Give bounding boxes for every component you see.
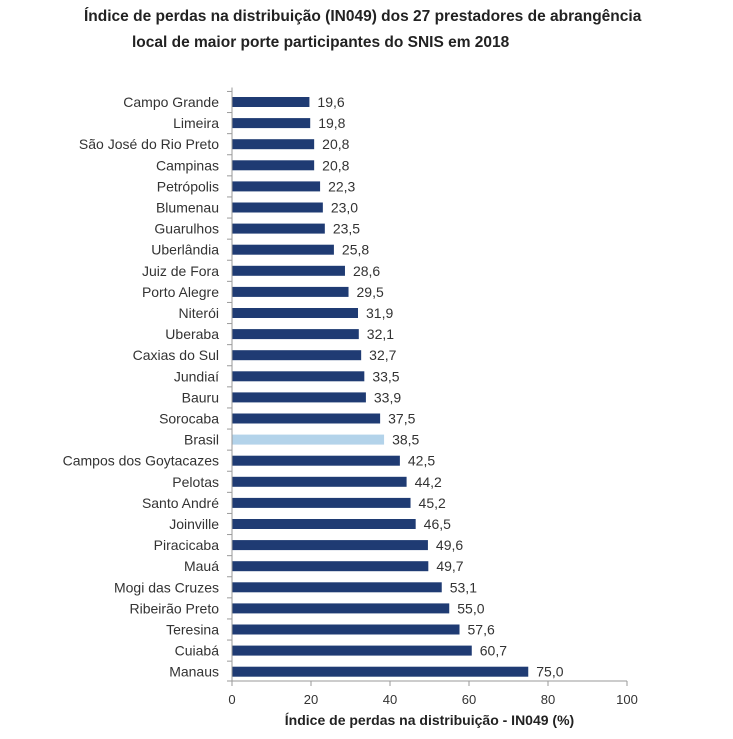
category-label: Caxias do Sul <box>133 347 219 363</box>
bar <box>232 265 345 276</box>
data-label: 45,2 <box>419 495 446 511</box>
category-label: Porto Alegre <box>142 284 219 300</box>
data-label: 33,9 <box>374 389 401 405</box>
data-label: 23,5 <box>333 221 360 237</box>
category-label: Brasil <box>184 432 219 448</box>
bar <box>232 455 400 466</box>
data-label: 44,2 <box>415 474 442 490</box>
data-label: 53,1 <box>450 579 477 595</box>
x-tick-label: 60 <box>462 692 476 707</box>
data-label: 25,8 <box>342 242 369 258</box>
category-label: Uberlândia <box>151 242 219 258</box>
category-label: Niterói <box>179 305 219 321</box>
category-label: Juiz de Fora <box>142 263 219 279</box>
category-label: Mogi das Cruzes <box>114 579 219 595</box>
category-label: Campo Grande <box>123 94 219 110</box>
bar <box>232 371 365 382</box>
data-label: 31,9 <box>366 305 393 321</box>
bar <box>232 97 310 107</box>
category-label: Bauru <box>182 389 219 405</box>
bar <box>232 540 428 551</box>
data-label: 60,7 <box>480 643 507 659</box>
bar <box>232 118 311 129</box>
category-label: Jundiaí <box>174 368 219 384</box>
data-label: 22,3 <box>328 178 355 194</box>
data-label: 20,8 <box>322 157 349 173</box>
data-label: 23,0 <box>331 200 358 216</box>
category-label: Cuiabá <box>175 643 220 659</box>
bar <box>232 244 334 255</box>
bar <box>232 223 325 234</box>
data-label: 38,5 <box>392 432 419 448</box>
bar <box>232 497 411 508</box>
data-label: 55,0 <box>457 600 484 616</box>
category-label: Uberaba <box>165 326 219 342</box>
category-label: Petrópolis <box>157 178 219 194</box>
category-label: Mauá <box>184 558 219 574</box>
category-label: Piracicaba <box>154 537 220 553</box>
bar <box>232 202 323 213</box>
data-label: 49,7 <box>436 558 463 574</box>
x-tick-label: 40 <box>383 692 397 707</box>
bar <box>232 645 472 656</box>
data-label: 20,8 <box>322 136 349 152</box>
data-label: 57,6 <box>468 622 495 638</box>
bar <box>232 139 315 150</box>
data-label: 28,6 <box>353 263 380 279</box>
x-tick-label: 20 <box>304 692 318 707</box>
x-tick-label: 100 <box>616 692 638 707</box>
chart-title-line-2: local de maior porte participantes do SN… <box>132 34 510 51</box>
data-label: 19,8 <box>318 115 345 131</box>
category-label: São José do Rio Preto <box>79 136 219 152</box>
bar <box>232 603 450 614</box>
category-label: Teresina <box>166 622 219 638</box>
data-label: 75,0 <box>536 664 563 680</box>
data-label: 42,5 <box>408 453 435 469</box>
bar <box>232 181 321 192</box>
bar <box>232 286 349 297</box>
bar <box>232 413 381 424</box>
category-label: Pelotas <box>172 474 219 490</box>
category-label: Limeira <box>173 115 219 131</box>
category-label: Joinville <box>169 516 219 532</box>
data-label: 19,6 <box>317 94 344 110</box>
category-label: Sorocaba <box>159 411 219 427</box>
data-label: 46,5 <box>424 516 451 532</box>
chart-title: Índice de perdas na distribuição (IN049)… <box>0 4 733 56</box>
data-label: 33,5 <box>372 368 399 384</box>
data-label: 49,6 <box>436 537 463 553</box>
data-label: 32,7 <box>369 347 396 363</box>
bar <box>232 329 359 340</box>
category-label: Campinas <box>156 157 219 173</box>
chart-title-line-1: Índice de perdas na distribuição (IN049)… <box>84 8 642 25</box>
data-label: 32,1 <box>367 326 394 342</box>
bar <box>232 392 366 403</box>
bar <box>232 350 362 361</box>
category-label: Blumenau <box>156 200 219 216</box>
bar <box>232 160 315 171</box>
category-label: Santo André <box>142 495 219 511</box>
category-label: Guarulhos <box>154 221 219 237</box>
bar <box>232 666 529 677</box>
category-label: Campos dos Goytacazes <box>63 453 219 469</box>
bar <box>232 519 416 529</box>
bar <box>232 308 359 318</box>
category-label: Manaus <box>169 664 219 680</box>
bar <box>232 561 429 572</box>
x-tick-label: 0 <box>228 692 235 707</box>
bar <box>232 434 385 445</box>
data-label: 29,5 <box>357 284 384 300</box>
x-axis-label: Índice de perdas na distribuição - IN049… <box>284 712 575 728</box>
data-label: 37,5 <box>388 411 415 427</box>
category-label: Ribeirão Preto <box>130 600 220 616</box>
bar <box>232 582 442 593</box>
bar <box>232 624 460 635</box>
bar <box>232 476 407 487</box>
x-tick-label: 80 <box>541 692 555 707</box>
